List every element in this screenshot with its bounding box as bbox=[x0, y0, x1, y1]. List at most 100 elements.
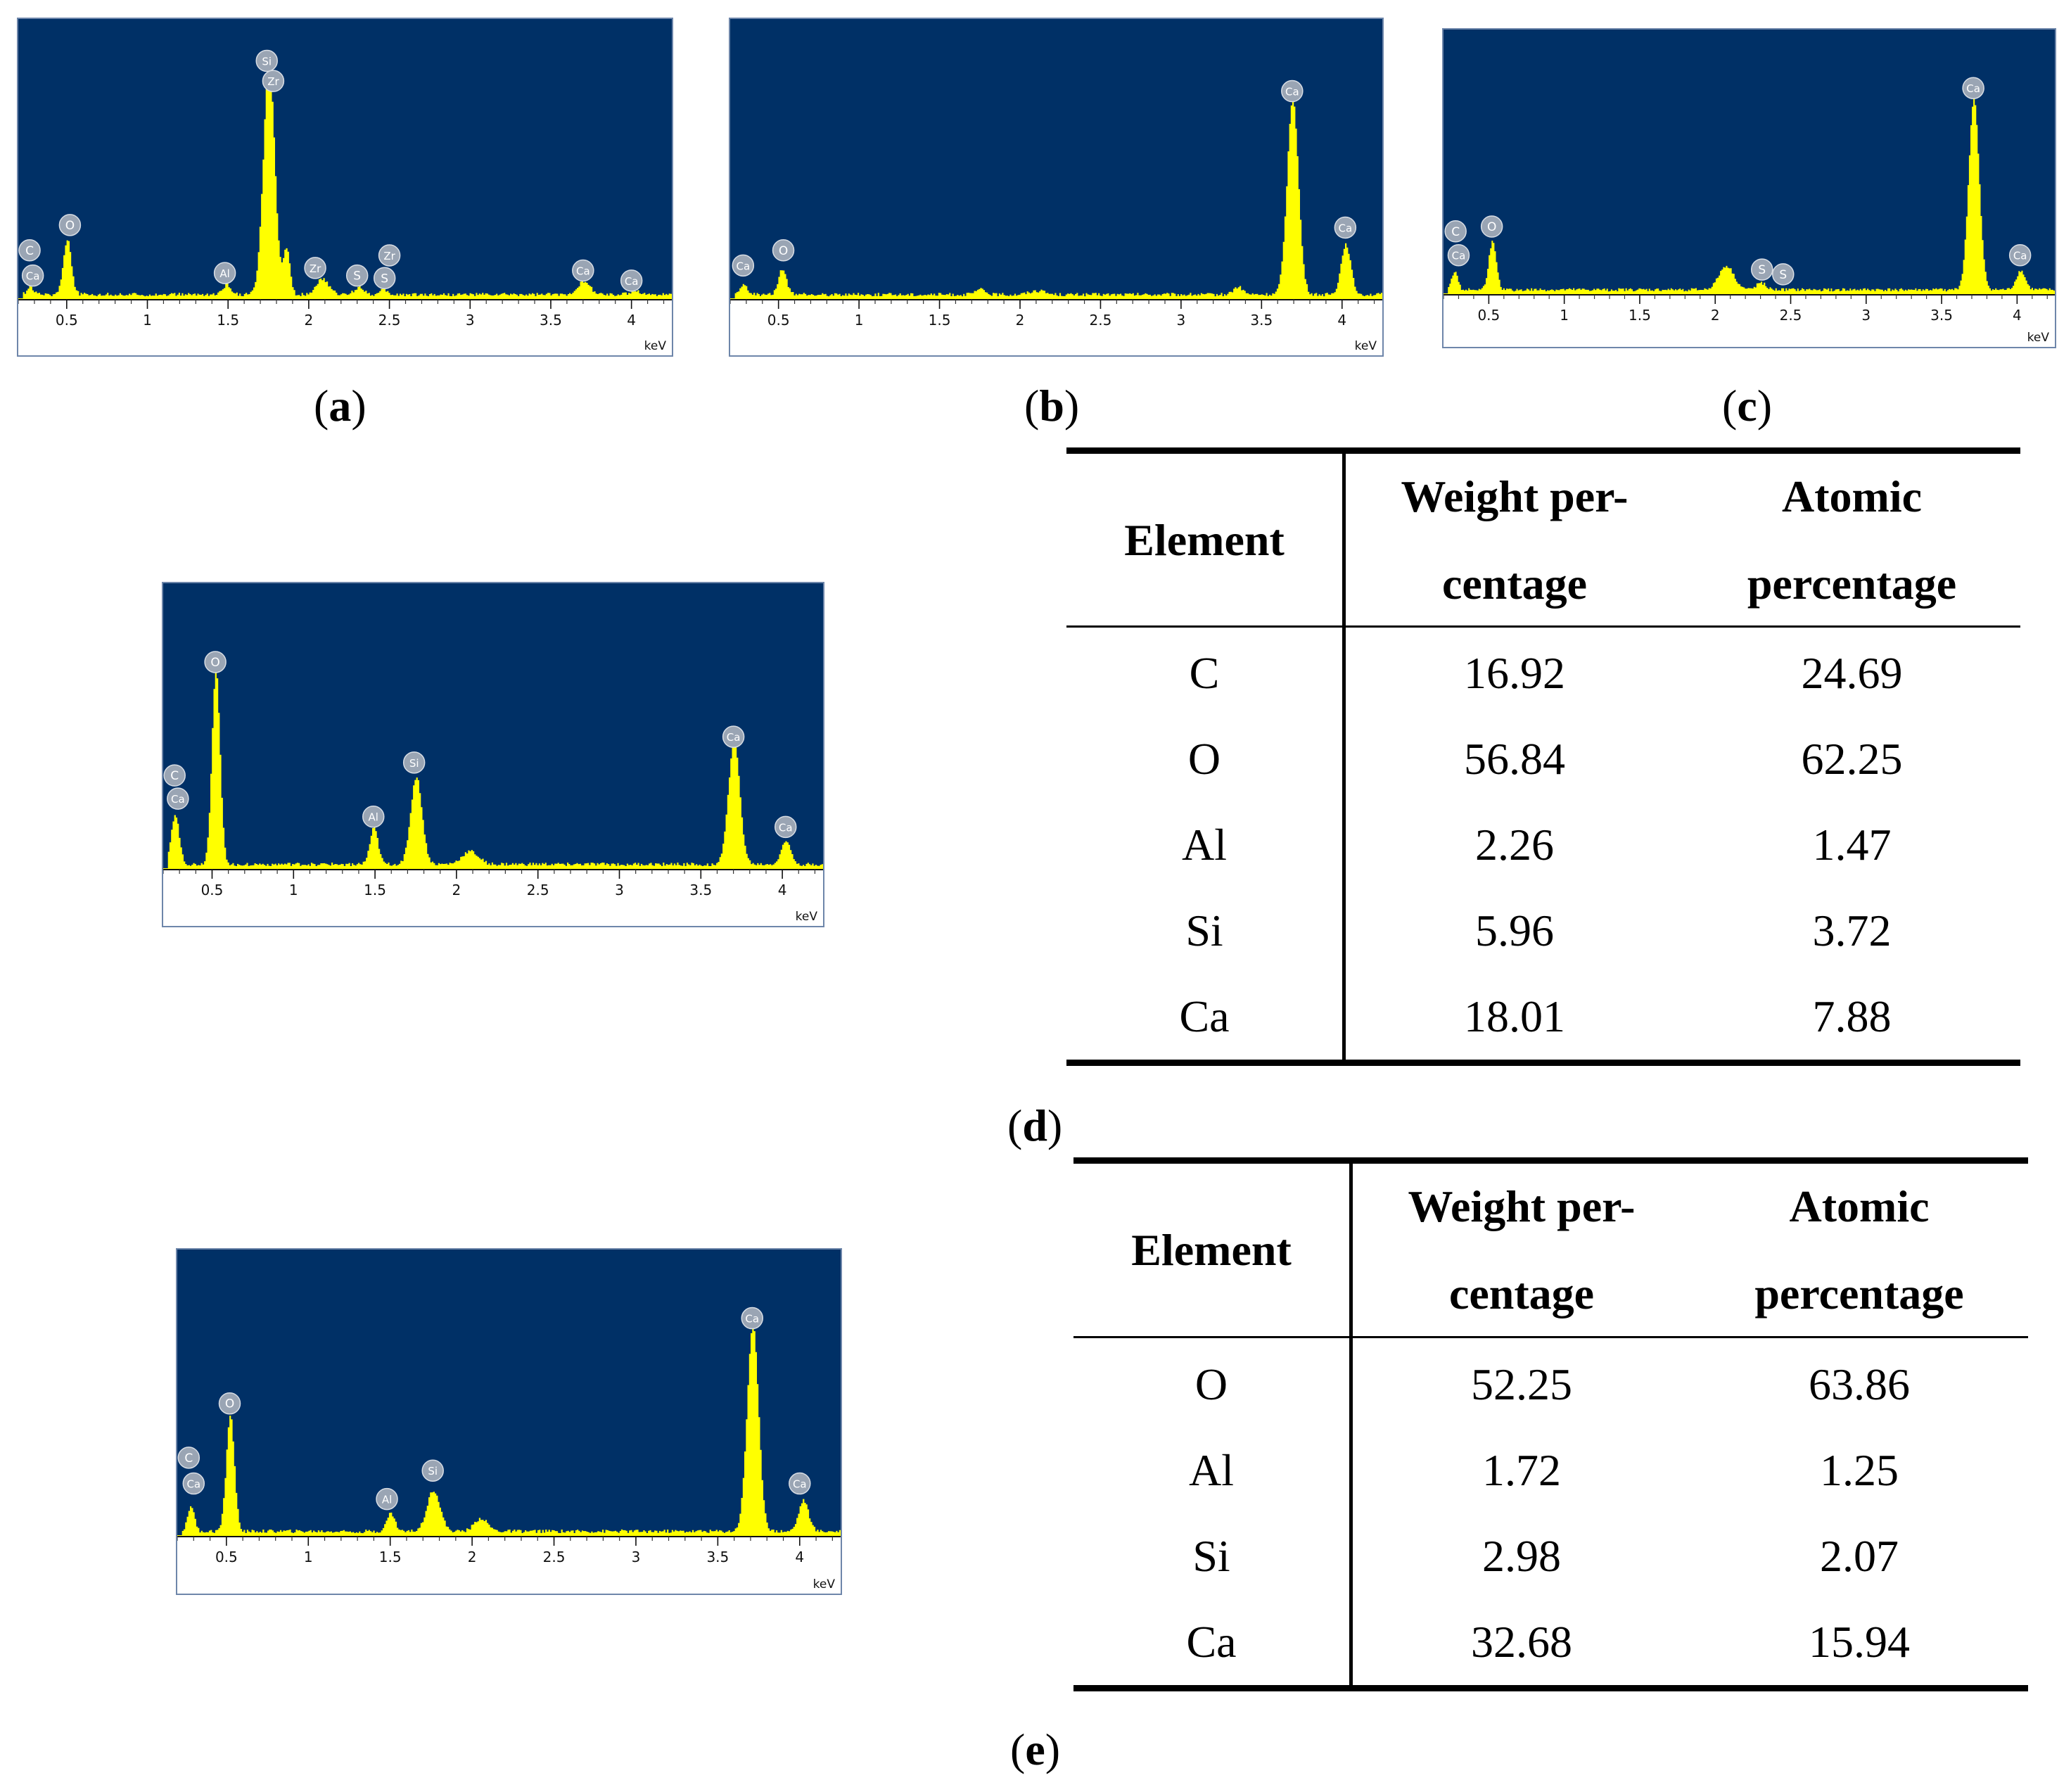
plot-background bbox=[730, 19, 1382, 300]
caption-e: (e) bbox=[1010, 1724, 1061, 1774]
element-marker-label: S bbox=[1758, 263, 1766, 277]
element-marker-label: Zr bbox=[383, 250, 395, 262]
x-tick-label: 0.5 bbox=[1477, 307, 1500, 324]
element-marker bbox=[262, 70, 285, 92]
element-marker bbox=[1334, 216, 1357, 239]
plot-background bbox=[18, 19, 672, 300]
element-marker bbox=[18, 239, 41, 262]
x-tick-label: 3 bbox=[615, 882, 624, 898]
header-atomic-line2: percentage bbox=[1754, 1269, 1964, 1318]
x-tick-label: 1.5 bbox=[929, 312, 951, 329]
x-tick-label: 1.5 bbox=[379, 1549, 402, 1565]
element-marker bbox=[1281, 80, 1304, 103]
x-tick-label: 4 bbox=[2013, 307, 2022, 324]
x-tick-label: 2.5 bbox=[543, 1549, 566, 1565]
element-marker-label: O bbox=[65, 219, 75, 233]
x-tick-label: 1.5 bbox=[217, 312, 239, 329]
table-top-rule bbox=[1066, 447, 2020, 454]
table-top-rule bbox=[1073, 1157, 2028, 1164]
x-axis-unit: keV bbox=[796, 910, 818, 924]
x-axis-band bbox=[18, 300, 672, 355]
cell-element: Ca bbox=[1179, 991, 1230, 1041]
x-tick-label: 4 bbox=[795, 1549, 804, 1565]
element-marker bbox=[774, 815, 797, 839]
x-tick-label: 0.5 bbox=[56, 312, 78, 329]
table-bottom-rule bbox=[1066, 1060, 2020, 1066]
header-weight-line1: Weight per- bbox=[1401, 471, 1629, 521]
x-tick-label: 1 bbox=[304, 1549, 313, 1565]
x-axis-unit: keV bbox=[2027, 331, 2050, 345]
element-marker-label: Ca bbox=[625, 275, 639, 288]
header-atomic-line1: Atomic bbox=[1781, 471, 1923, 521]
x-tick-label: 3.5 bbox=[1930, 307, 1953, 324]
table-header-rule bbox=[1066, 625, 2020, 628]
x-tick-label: 2 bbox=[468, 1549, 477, 1565]
header-atomic-line2: percentage bbox=[1747, 559, 1957, 609]
cell-element: Al bbox=[1189, 1445, 1234, 1495]
element-marker-label: C bbox=[25, 244, 34, 258]
x-tick-label: 1.5 bbox=[1629, 307, 1651, 324]
element-marker-label: Al bbox=[382, 1494, 392, 1506]
element-marker bbox=[1447, 243, 1470, 267]
cell-atomic: 62.25 bbox=[1801, 734, 1903, 784]
cell-weight: 5.96 bbox=[1475, 905, 1554, 955]
cell-atomic: 24.69 bbox=[1801, 648, 1903, 698]
cell-element: Si bbox=[1185, 905, 1223, 955]
x-tick-label: 3 bbox=[1177, 312, 1186, 329]
cell-atomic: 3.72 bbox=[1812, 905, 1892, 955]
header-atomic-line1: Atomic bbox=[1789, 1181, 1930, 1231]
x-tick-label: 1 bbox=[1560, 307, 1569, 324]
element-marker bbox=[204, 651, 227, 673]
table-column-rule bbox=[1342, 453, 1346, 1061]
element-marker-label: Ca bbox=[793, 1478, 807, 1491]
element-marker bbox=[177, 1447, 200, 1469]
element-marker-label: Zr bbox=[310, 262, 321, 275]
plot-background bbox=[163, 583, 823, 870]
element-marker-label: Ca bbox=[576, 265, 590, 277]
header-weight-line1: Weight per- bbox=[1408, 1181, 1636, 1231]
x-tick-label: 4 bbox=[778, 882, 787, 898]
x-tick-label: 2 bbox=[452, 882, 461, 898]
element-marker-label: Zr bbox=[267, 75, 279, 88]
spectrum-b-plot: 0.5 1 1.5 2 2.5 3 3.5 4 keV Ca O Ca Ca bbox=[730, 19, 1382, 355]
x-axis-band bbox=[730, 300, 1382, 355]
spectrum-e-plot: 0.5 1 1.5 2 2.5 3 3.5 4 keV C Ca O Al Si Ca Ca bbox=[177, 1250, 841, 1594]
cell-atomic: 2.07 bbox=[1820, 1531, 1899, 1581]
element-marker-label: Ca bbox=[2013, 250, 2027, 262]
element-marker bbox=[345, 264, 369, 287]
element-marker-label: Ca bbox=[171, 793, 185, 806]
x-tick-label: 2.5 bbox=[527, 882, 549, 898]
x-axis-unit: keV bbox=[644, 339, 667, 353]
element-marker bbox=[789, 1472, 811, 1495]
composition-table-d: Element Weight per- centage Atomic perce… bbox=[1066, 447, 2020, 1067]
x-tick-label: 2 bbox=[1711, 307, 1720, 324]
element-marker-label: S bbox=[353, 269, 361, 284]
header-weight-line2: centage bbox=[1448, 1269, 1595, 1318]
cell-element: C bbox=[1189, 648, 1220, 698]
element-marker-label: O bbox=[779, 244, 788, 258]
element-marker-label: Ca bbox=[727, 731, 741, 744]
caption-a: (a) bbox=[314, 381, 367, 431]
element-marker-label: C bbox=[184, 1451, 193, 1466]
element-marker bbox=[21, 264, 44, 287]
cell-element: Ca bbox=[1186, 1617, 1237, 1667]
spectrum-d: 0.5 1 1.5 2 2.5 3 3.5 4 keV C Ca O Al Si Ca Ca bbox=[162, 582, 824, 927]
x-tick-label: 0.5 bbox=[767, 312, 790, 329]
x-tick-label: 1 bbox=[143, 312, 152, 329]
element-marker bbox=[1444, 220, 1467, 243]
x-tick-label: 2 bbox=[305, 312, 314, 329]
element-marker bbox=[213, 262, 236, 284]
element-marker bbox=[421, 1459, 444, 1482]
element-marker bbox=[218, 1392, 241, 1415]
cell-weight: 2.26 bbox=[1475, 820, 1554, 870]
table-column-rule bbox=[1349, 1163, 1353, 1686]
x-tick-label: 3.5 bbox=[706, 1549, 729, 1565]
cell-weight: 52.25 bbox=[1471, 1359, 1572, 1409]
x-tick-label: 3 bbox=[632, 1549, 641, 1565]
x-tick-label: 3.5 bbox=[1250, 312, 1273, 329]
element-marker-label: O bbox=[210, 656, 219, 670]
element-marker bbox=[1772, 263, 1795, 286]
element-marker bbox=[304, 257, 326, 279]
plot-background bbox=[1444, 30, 2055, 295]
cell-weight: 56.84 bbox=[1464, 734, 1565, 784]
